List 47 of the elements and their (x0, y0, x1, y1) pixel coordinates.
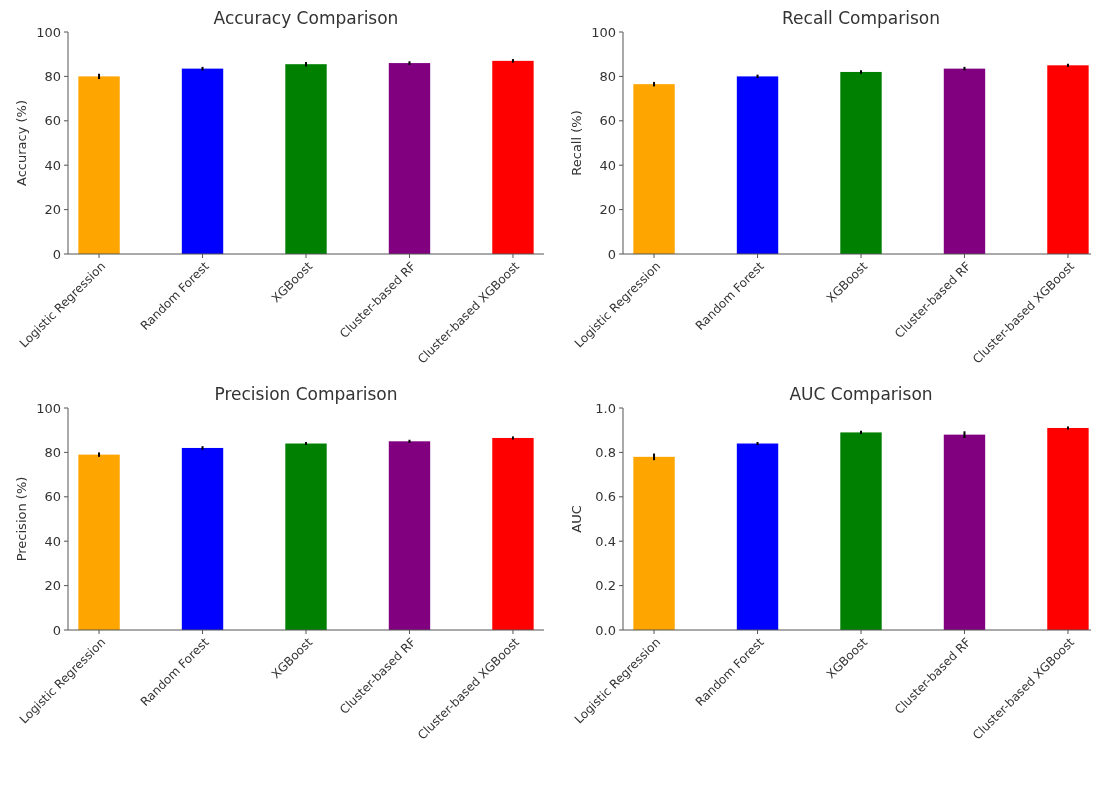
bar (285, 443, 327, 630)
bar (78, 76, 120, 254)
bar (492, 60, 534, 254)
chart-title: Accuracy Comparison (213, 8, 399, 28)
chart-title: Recall Comparison (782, 8, 940, 28)
y-tick-label: 0.0 (595, 622, 616, 638)
chart-title: Precision Comparison (214, 384, 398, 404)
chart-title: AUC Comparison (789, 384, 933, 404)
y-axis-title: Accuracy (%) (14, 100, 29, 186)
y-axis-title: Recall (%) (569, 110, 584, 176)
y-tick-label: 20 (44, 202, 61, 218)
y-tick-label: 80 (599, 68, 616, 84)
y-tick-label: 0 (52, 246, 61, 262)
y-tick-label: 20 (599, 202, 616, 218)
y-axis-title: AUC (569, 505, 584, 533)
y-tick-label: 1.0 (595, 400, 616, 416)
y-tick-label: 0.4 (595, 533, 616, 549)
y-tick-label: 100 (36, 24, 61, 40)
bar (840, 432, 882, 630)
bar (736, 443, 779, 630)
bar (285, 64, 327, 254)
y-tick-label: 0 (52, 622, 61, 638)
y-tick-label: 80 (44, 444, 61, 460)
bar (78, 454, 120, 630)
bar (943, 434, 986, 630)
bar (492, 437, 534, 630)
bar (181, 447, 224, 630)
bar (388, 441, 431, 630)
bar (388, 63, 431, 254)
bar (181, 68, 224, 254)
y-tick-label: 0.6 (595, 489, 616, 505)
y-tick-label: 0.2 (595, 578, 616, 594)
bar (1047, 427, 1089, 630)
y-tick-label: 60 (44, 489, 61, 505)
y-tick-label: 60 (599, 113, 616, 129)
y-axis-title: Precision (%) (14, 476, 29, 562)
bar (633, 456, 675, 630)
y-tick-label: 100 (591, 24, 616, 40)
y-tick-label: 0 (607, 246, 616, 262)
y-tick-label: 0.8 (595, 444, 616, 460)
y-tick-label: 100 (36, 400, 61, 416)
y-tick-label: 40 (599, 157, 616, 173)
y-tick-label: 60 (44, 113, 61, 129)
y-tick-label: 20 (44, 578, 61, 594)
y-tick-label: 40 (44, 533, 61, 549)
y-tick-label: 40 (44, 157, 61, 173)
y-tick-label: 80 (44, 68, 61, 84)
